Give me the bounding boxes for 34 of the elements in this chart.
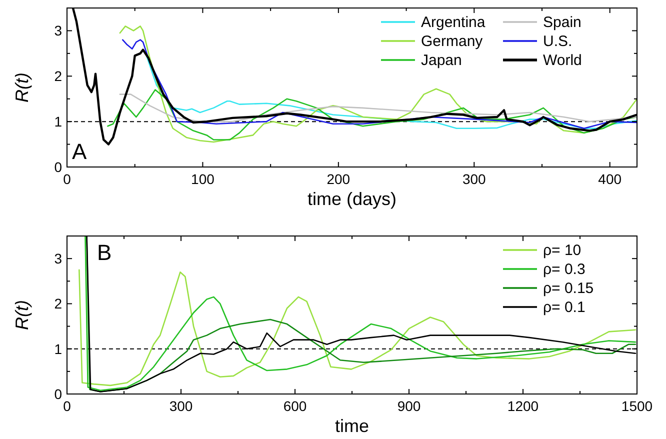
x-tick-label: 1500: [621, 398, 653, 414]
legend-label: World: [543, 52, 582, 69]
x-axis-title: time (days): [307, 189, 397, 209]
legend-label: ρ= 0.1: [543, 299, 586, 316]
legend-label: Argentina: [421, 14, 486, 31]
line-series: [119, 94, 637, 122]
legend-label: Japan: [421, 52, 462, 69]
y-tick-label: 0: [54, 386, 62, 402]
x-tick-label: 100: [191, 171, 215, 187]
y-tick-label: 2: [54, 296, 62, 312]
legend-label: Spain: [543, 14, 582, 31]
legend-label: ρ= 0.15: [543, 280, 594, 297]
y-tick-label: 2: [54, 68, 62, 84]
legend-label: ρ= 10: [543, 242, 582, 259]
y-tick-label: 3: [54, 250, 62, 267]
legend-label: Germany: [421, 33, 484, 50]
x-tick-label: 300: [169, 398, 193, 414]
annotation: A: [72, 139, 87, 164]
x-tick-label: 300: [462, 171, 486, 187]
x-tick-label: 900: [397, 398, 421, 414]
y-tick-label: 1: [54, 114, 62, 130]
legend-label: ρ= 0.3: [543, 261, 586, 278]
y-axis-title: R(t): [12, 300, 32, 330]
x-axis-title: time: [334, 416, 370, 436]
y-tick-label: 1: [54, 340, 62, 357]
annotation: B: [97, 240, 112, 265]
x-tick-label: 200: [326, 171, 350, 187]
x-tick-label: 1200: [507, 398, 539, 414]
y-tick-label: 3: [54, 22, 62, 39]
y-axis-title: R(t): [12, 72, 32, 102]
legend-label: U.S.: [543, 33, 572, 50]
x-tick-label: 400: [598, 171, 622, 187]
y-tick-label: 0: [54, 159, 62, 175]
x-tick-label: 600: [283, 398, 307, 414]
